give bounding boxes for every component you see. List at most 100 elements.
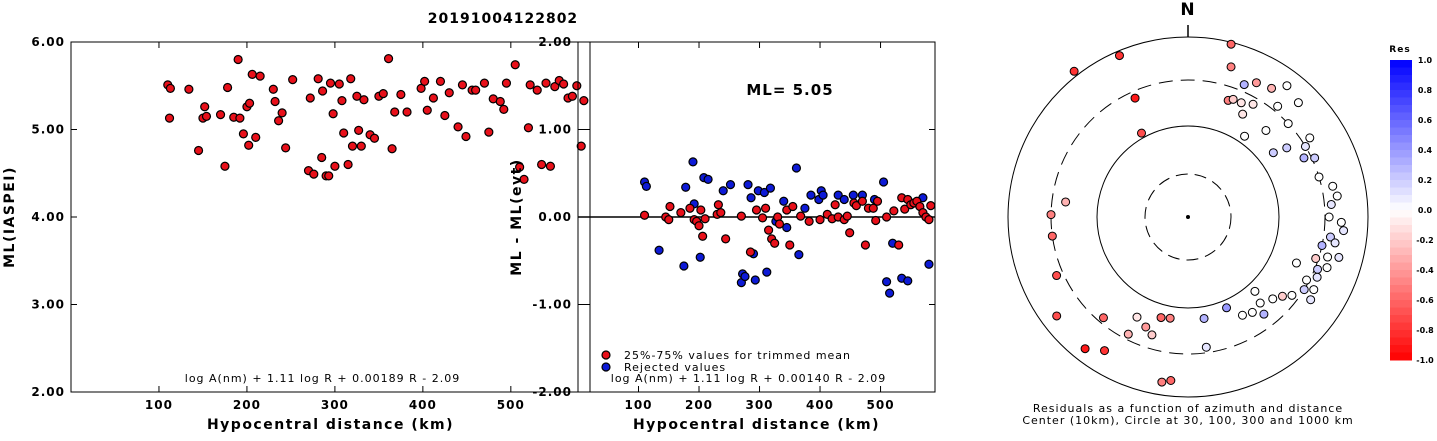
data-point <box>440 110 450 121</box>
residual-point <box>1156 313 1166 323</box>
data-point <box>453 122 463 132</box>
trimmed-mean-point <box>881 212 892 222</box>
colorbar-cell <box>1390 232 1412 241</box>
data-point <box>435 76 446 86</box>
y-tick-label: 1.00 <box>538 123 572 137</box>
data-point <box>420 76 430 86</box>
y-tick-label: -1.00 <box>532 298 572 312</box>
colorbar-tick-label: -0.2 <box>1416 236 1434 245</box>
x-tick-label: 200 <box>233 398 261 412</box>
data-point <box>378 89 388 99</box>
residual-point <box>1147 330 1157 340</box>
trimmed-mean-point <box>774 219 785 229</box>
trimmed-mean-point <box>900 204 910 214</box>
rejected-point <box>839 194 849 205</box>
y-tick-label: 6.00 <box>31 35 65 49</box>
data-point <box>343 159 353 170</box>
trimmed-mean-point <box>700 214 710 224</box>
residual-point <box>1132 312 1142 322</box>
colorbar-cell <box>1390 75 1412 83</box>
trimmed-mean-point <box>842 211 852 221</box>
data-point <box>244 140 254 150</box>
trimmed-mean-point <box>698 231 708 241</box>
residual-point <box>1141 322 1151 332</box>
data-point <box>579 96 589 106</box>
rejected-point <box>885 288 895 298</box>
x-axis-label: Hypocentral distance (km) <box>207 417 454 433</box>
x-tick-label: 200 <box>685 398 713 412</box>
azimuth-residual-panel: N Residuals as a function of azimuth and … <box>1007 0 1434 427</box>
colorbar-tick-label: 1.0 <box>1418 56 1433 65</box>
residual-point <box>1273 101 1283 111</box>
trimmed-mean-point <box>889 206 899 216</box>
rejected-point <box>654 245 664 255</box>
ring-100km <box>1096 125 1280 309</box>
trimmed-mean-point <box>857 196 867 206</box>
colorbar-cell <box>1390 315 1412 323</box>
residual-point <box>1248 99 1258 109</box>
trimmed-mean-point <box>665 201 675 212</box>
data-point <box>235 113 245 123</box>
colorbar-cell <box>1390 277 1412 286</box>
data-point <box>519 174 529 184</box>
colorbar-cell <box>1390 262 1412 271</box>
residual-point <box>1322 263 1332 273</box>
colorbar-tick-label: 0.0 <box>1418 206 1433 215</box>
ml-residual-panel: 100 200 300 400 500 -2.00 -1.00 0.00 1.00 2.00 Hyp… <box>509 35 936 433</box>
legend-label-rejected: Rejected values <box>624 361 726 374</box>
residual-point <box>1228 94 1238 104</box>
residual-point <box>1247 307 1257 317</box>
colorbar-title: Res <box>1389 45 1410 55</box>
data-point <box>387 144 397 154</box>
trimmed-mean-point <box>851 201 861 211</box>
trimmed-mean-point <box>751 205 762 215</box>
colorbar-cell <box>1390 150 1412 158</box>
data-point <box>495 96 505 107</box>
residual-point <box>1291 258 1301 268</box>
residual-point <box>1306 295 1316 305</box>
trimmed-mean-point <box>894 240 904 250</box>
trimmed-mean-point <box>721 234 731 244</box>
residual-point <box>1261 125 1271 135</box>
residual-point <box>1328 181 1338 191</box>
data-point <box>337 96 347 106</box>
y-tick-label: 2.00 <box>538 35 572 49</box>
residual-point <box>1098 313 1108 323</box>
rejected-point <box>779 196 789 206</box>
residual-point <box>1268 294 1278 304</box>
colorbar-cell <box>1390 307 1412 316</box>
colorbar-tick-label: 0.8 <box>1418 86 1433 95</box>
x-tick-label: 400 <box>806 398 834 412</box>
trimmed-mean-point <box>639 210 650 220</box>
center-dot <box>1186 215 1190 219</box>
trimmed-mean-point <box>760 203 771 213</box>
trimmed-mean-point <box>924 215 934 225</box>
residual-point <box>1312 272 1322 282</box>
residual-point <box>1123 329 1133 339</box>
colorbar-cell <box>1390 157 1412 166</box>
colorbar-tick-label: 0.2 <box>1418 176 1432 185</box>
data-point <box>545 161 556 171</box>
rejected-point <box>924 259 934 269</box>
colorbar-cell <box>1390 345 1412 353</box>
colorbar-cell <box>1390 292 1412 301</box>
trimmed-mean-point <box>716 208 726 218</box>
data-point <box>305 93 315 103</box>
rejected-point <box>794 250 804 260</box>
residual-point <box>1114 51 1124 61</box>
colorbar-cell <box>1390 105 1412 113</box>
residual-point <box>1238 109 1248 119</box>
data-point <box>288 75 298 85</box>
y-axis-label: ML(IASPEI) <box>2 166 18 268</box>
residual-point <box>1199 313 1209 323</box>
residual-point <box>1293 98 1303 108</box>
y-axis-label: ML - ML(evt) <box>509 158 525 275</box>
rejected-point <box>743 180 753 190</box>
colorbar-cell <box>1390 195 1412 203</box>
trimmed-mean-point <box>664 215 674 225</box>
data-point <box>244 98 255 108</box>
residual-point <box>1130 93 1140 103</box>
caption-line-1: Residuals as a function of azimuth and d… <box>1033 402 1343 415</box>
colorbar-cell <box>1390 90 1412 98</box>
rejected-point <box>695 252 705 262</box>
